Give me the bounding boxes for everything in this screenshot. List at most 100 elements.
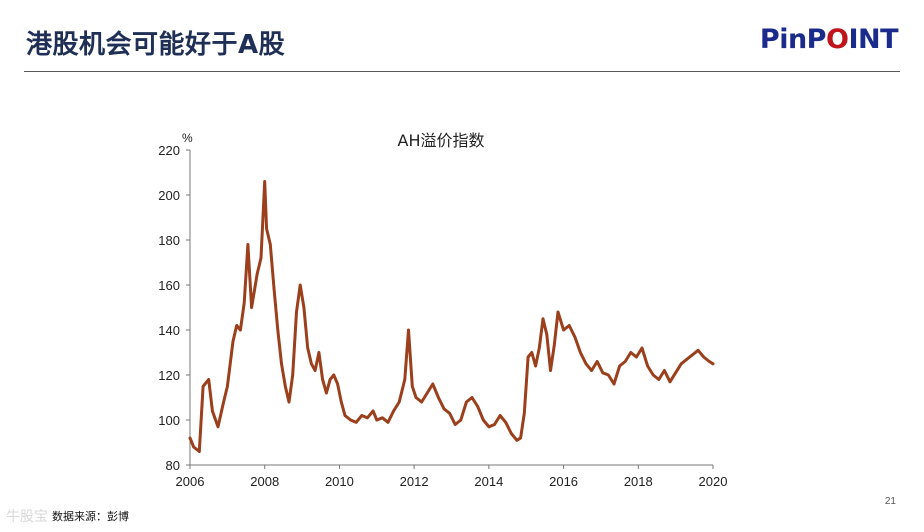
- data-point: [579, 351, 582, 354]
- data-point: [663, 369, 666, 372]
- data-point: [295, 310, 298, 314]
- data-point: [242, 301, 246, 305]
- data-point: [515, 439, 519, 442]
- y-tick-label: 100: [158, 413, 180, 428]
- data-point: [239, 328, 242, 332]
- data-point: [255, 272, 259, 276]
- data-point: [313, 369, 317, 372]
- data-point: [381, 416, 384, 420]
- data-point: [498, 414, 502, 417]
- data-point: [397, 400, 401, 404]
- data-point: [226, 385, 229, 388]
- data-point: [265, 227, 268, 231]
- data-point: [371, 409, 375, 413]
- data-point: [250, 306, 253, 309]
- chart-series-group: [188, 180, 715, 453]
- data-point: [552, 344, 556, 348]
- y-tick-label: 180: [158, 233, 180, 248]
- data-point: [530, 351, 534, 354]
- data-point: [392, 409, 395, 413]
- data-point: [272, 288, 276, 291]
- data-point: [207, 378, 210, 381]
- data-point: [584, 362, 588, 366]
- data-point: [188, 436, 192, 440]
- y-tick-label: 200: [158, 188, 180, 203]
- data-point: [336, 382, 339, 386]
- data-point: [317, 351, 321, 354]
- y-tick-label: 120: [158, 368, 180, 383]
- chart-title: AH溢价指数: [398, 131, 485, 150]
- data-point: [519, 436, 522, 440]
- data-point: [618, 364, 621, 368]
- data-point: [269, 243, 272, 246]
- data-point: [231, 340, 235, 343]
- data-point: [635, 355, 638, 359]
- data-point: [280, 362, 283, 366]
- data-point: [414, 396, 418, 399]
- data-point: [504, 421, 508, 424]
- data-point: [493, 423, 496, 426]
- data-point: [646, 364, 649, 368]
- data-point: [651, 373, 655, 377]
- data-point: [573, 335, 577, 339]
- y-tick-label: 80: [166, 458, 180, 473]
- x-tick-label: 2020: [699, 474, 728, 489]
- data-point: [470, 396, 474, 399]
- x-tick-label: 2014: [474, 474, 503, 489]
- data-point: [538, 346, 541, 350]
- data-point: [246, 243, 250, 246]
- series-line-ah-premium: [188, 180, 715, 453]
- y-axis-unit-label: %: [182, 131, 193, 145]
- data-point: [263, 180, 267, 183]
- data-point: [476, 405, 480, 408]
- data-point: [691, 353, 694, 357]
- data-point: [332, 373, 336, 377]
- x-tick-label: 2010: [325, 474, 354, 489]
- data-point: [545, 333, 549, 336]
- data-point: [192, 445, 195, 449]
- data-point: [487, 425, 491, 429]
- data-point: [685, 358, 689, 361]
- data-point: [612, 382, 616, 386]
- y-tick-label: 220: [158, 143, 180, 158]
- data-point: [375, 418, 379, 422]
- data-point: [259, 256, 263, 260]
- data-point: [674, 371, 677, 375]
- data-point: [276, 328, 280, 332]
- data-point: [366, 416, 369, 420]
- data-point: [556, 310, 560, 314]
- pinpoint-logo: PinPOINT: [759, 24, 899, 55]
- data-point: [284, 385, 287, 388]
- data-point: [590, 369, 593, 372]
- data-point: [222, 400, 225, 404]
- x-tick-label: 2012: [400, 474, 429, 489]
- chart-axes: 80 100 120 140 160 180 200 220 2006 2008 2010 2012 2…: [158, 143, 727, 489]
- data-point: [216, 425, 220, 429]
- data-point: [711, 362, 715, 366]
- data-point: [549, 369, 552, 372]
- data-point: [534, 364, 537, 368]
- data-point: [453, 423, 457, 426]
- data-point: [425, 391, 429, 395]
- x-tick-label: 2018: [624, 474, 653, 489]
- data-point: [459, 418, 463, 422]
- data-point: [523, 412, 526, 415]
- data-point: [201, 385, 205, 388]
- data-point: [411, 385, 414, 388]
- y-tick-label: 160: [158, 278, 180, 293]
- logo-text-part2: O: [825, 24, 849, 55]
- logo-text-part1: PinP: [759, 24, 827, 55]
- watermark-logo: 牛股宝: [6, 509, 48, 525]
- data-point: [679, 362, 683, 366]
- x-tick-label: 2006: [176, 474, 205, 489]
- data-point: [211, 409, 214, 413]
- data-point: [482, 418, 485, 422]
- data-point: [629, 351, 633, 354]
- data-point: [302, 306, 306, 309]
- y-tick-label: 140: [158, 323, 180, 338]
- data-point: [437, 396, 440, 399]
- data-point: [420, 400, 423, 404]
- header-divider: [24, 71, 900, 72]
- data-point: [702, 355, 705, 359]
- data-point: [607, 373, 610, 377]
